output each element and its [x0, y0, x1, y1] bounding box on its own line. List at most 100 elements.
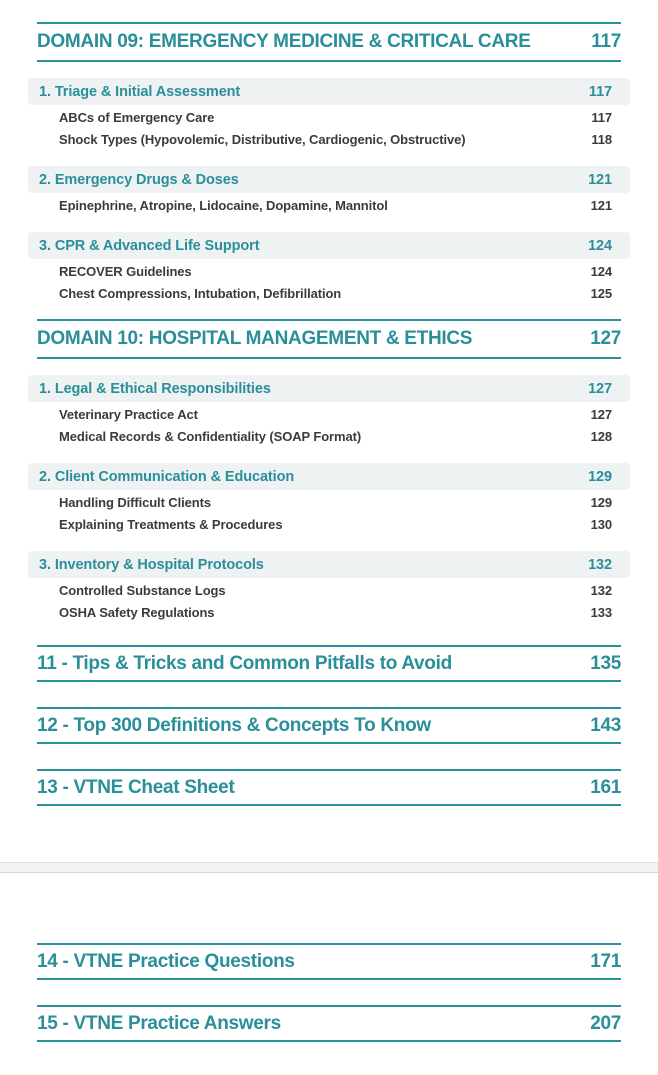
toc-item-row[interactable]: Handling Difficult Clients 129 [59, 491, 612, 513]
chapter-title: 14 - VTNE Practice Questions [37, 950, 295, 972]
section-title: 3. CPR & Advanced Life Support [39, 237, 260, 254]
section-page-number: 121 [588, 171, 612, 188]
section-row[interactable]: 2. Client Communication & Education 129 [28, 463, 630, 490]
section-page-number: 124 [588, 237, 612, 254]
toc-page-2: 14 - VTNE Practice Questions 171 15 - VT… [0, 873, 658, 1042]
toc-item-page-number: 130 [590, 516, 612, 532]
chapter-block: 12 - Top 300 Definitions & Concepts To K… [37, 707, 621, 744]
chapter-page-number: 143 [590, 714, 621, 736]
chapter-page-number: 161 [590, 776, 621, 798]
section-title: 3. Inventory & Hospital Protocols [39, 556, 264, 573]
section-page-number: 129 [588, 468, 612, 485]
toc-item-row[interactable]: RECOVER Guidelines 124 [59, 260, 612, 282]
toc-item-page-number: 132 [590, 582, 612, 598]
chapter-title: 13 - VTNE Cheat Sheet [37, 776, 235, 798]
toc-item-page-number: 124 [590, 263, 612, 279]
chapter-list: 14 - VTNE Practice Questions 171 15 - VT… [37, 943, 621, 1042]
heading-rule [37, 60, 621, 62]
toc-item-row[interactable]: Controlled Substance Logs 132 [59, 579, 612, 601]
section-items: Veterinary Practice Act 127 Medical Reco… [37, 402, 621, 447]
heading-rule [37, 769, 621, 771]
toc-page-1: DOMAIN 09: EMERGENCY MEDICINE & CRITICAL… [28, 22, 630, 806]
toc-item-label: Controlled Substance Logs [59, 582, 226, 598]
chapter-row[interactable]: 13 - VTNE Cheat Sheet 161 [37, 771, 621, 804]
toc-item-row[interactable]: OSHA Safety Regulations 133 [59, 601, 612, 623]
chapter-page-number: 207 [590, 1012, 621, 1034]
chapter-block: 11 - Tips & Tricks and Common Pitfalls t… [37, 645, 621, 682]
domain-heading-row[interactable]: DOMAIN 09: EMERGENCY MEDICINE & CRITICAL… [37, 24, 621, 60]
toc-item-label: ABCs of Emergency Care [59, 109, 215, 125]
toc-item-label: Epinephrine, Atropine, Lidocaine, Dopami… [59, 197, 388, 213]
toc-item-label: Chest Compressions, Intubation, Defibril… [59, 285, 342, 301]
heading-rule [37, 22, 621, 24]
toc-item-label: Medical Records & Confidentiality (SOAP … [59, 428, 362, 444]
toc-item-label: Shock Types (Hypovolemic, Distributive, … [59, 131, 466, 147]
domain-heading-row[interactable]: DOMAIN 10: HOSPITAL MANAGEMENT & ETHICS … [37, 321, 621, 357]
section-title: 2. Client Communication & Education [39, 468, 295, 485]
heading-rule [37, 804, 621, 806]
toc-item-label: Explaining Treatments & Procedures [59, 516, 283, 532]
toc-item-row[interactable]: ABCs of Emergency Care 117 [59, 106, 612, 128]
section-row[interactable]: 1. Triage & Initial Assessment 117 [28, 78, 630, 105]
toc-item-page-number: 125 [590, 285, 612, 301]
toc-item-page-number: 117 [591, 109, 612, 125]
heading-rule [37, 742, 621, 744]
domain-title: DOMAIN 10: HOSPITAL MANAGEMENT & ETHICS [37, 328, 473, 349]
heading-rule [37, 1040, 621, 1042]
domain-page-number: 117 [591, 31, 621, 52]
heading-rule [37, 645, 621, 647]
chapter-page-number: 171 [590, 950, 621, 972]
toc-item-page-number: 121 [590, 197, 612, 213]
section-page-number: 127 [588, 380, 612, 397]
heading-rule [37, 357, 621, 359]
domain-title: DOMAIN 09: EMERGENCY MEDICINE & CRITICAL… [37, 31, 531, 52]
chapter-page-number: 135 [590, 652, 621, 674]
heading-rule [37, 319, 621, 321]
domain-block: DOMAIN 10: HOSPITAL MANAGEMENT & ETHICS … [28, 319, 630, 623]
toc-item-label: OSHA Safety Regulations [59, 604, 215, 620]
heading-rule [37, 943, 621, 945]
section-row[interactable]: 1. Legal & Ethical Responsibilities 127 [28, 375, 630, 402]
chapter-row[interactable]: 14 - VTNE Practice Questions 171 [37, 945, 621, 978]
toc-item-row[interactable]: Veterinary Practice Act 127 [59, 403, 612, 425]
section-items: RECOVER Guidelines 124 Chest Compression… [37, 259, 621, 304]
domain-block: DOMAIN 09: EMERGENCY MEDICINE & CRITICAL… [28, 22, 630, 304]
section-items: ABCs of Emergency Care 117 Shock Types (… [37, 105, 621, 150]
toc-item-label: Handling Difficult Clients [59, 494, 211, 510]
section-page-number: 117 [588, 83, 612, 100]
chapter-row[interactable]: 12 - Top 300 Definitions & Concepts To K… [37, 709, 621, 742]
heading-rule [37, 680, 621, 682]
heading-rule [37, 1005, 621, 1007]
toc-item-row[interactable]: Medical Records & Confidentiality (SOAP … [59, 425, 612, 447]
section-items: Epinephrine, Atropine, Lidocaine, Dopami… [37, 193, 621, 216]
section-items: Handling Difficult Clients 129 Explainin… [37, 490, 621, 535]
section-row[interactable]: 3. CPR & Advanced Life Support 124 [28, 232, 630, 259]
chapter-row[interactable]: 11 - Tips & Tricks and Common Pitfalls t… [37, 647, 621, 680]
chapter-title: 15 - VTNE Practice Answers [37, 1012, 281, 1034]
chapter-list: 11 - Tips & Tricks and Common Pitfalls t… [37, 645, 621, 806]
section-items: Controlled Substance Logs 132 OSHA Safet… [37, 578, 621, 623]
toc-item-row[interactable]: Explaining Treatments & Procedures 130 [59, 513, 612, 535]
toc-item-page-number: 129 [590, 494, 612, 510]
section-title: 2. Emergency Drugs & Doses [39, 171, 239, 188]
chapter-block: 15 - VTNE Practice Answers 207 [37, 1005, 621, 1042]
toc-item-page-number: 133 [590, 604, 612, 620]
domain-page-number: 127 [590, 328, 621, 349]
section-row[interactable]: 2. Emergency Drugs & Doses 121 [28, 166, 630, 193]
chapter-row[interactable]: 15 - VTNE Practice Answers 207 [37, 1007, 621, 1040]
section-title: 1. Legal & Ethical Responsibilities [39, 380, 271, 397]
toc-item-label: RECOVER Guidelines [59, 263, 192, 279]
toc-item-row[interactable]: Epinephrine, Atropine, Lidocaine, Dopami… [59, 194, 612, 216]
toc-item-row[interactable]: Chest Compressions, Intubation, Defibril… [59, 282, 612, 304]
heading-rule [37, 707, 621, 709]
section-row[interactable]: 3. Inventory & Hospital Protocols 132 [28, 551, 630, 578]
section-page-number: 132 [588, 556, 612, 573]
toc-item-row[interactable]: Shock Types (Hypovolemic, Distributive, … [59, 128, 612, 150]
toc-item-page-number: 118 [591, 131, 612, 147]
chapter-title: 12 - Top 300 Definitions & Concepts To K… [37, 714, 431, 736]
toc-item-page-number: 128 [590, 428, 612, 444]
chapter-title: 11 - Tips & Tricks and Common Pitfalls t… [37, 652, 452, 674]
toc-item-page-number: 127 [590, 406, 612, 422]
page-break-separator [0, 862, 658, 873]
toc-item-label: Veterinary Practice Act [59, 406, 198, 422]
